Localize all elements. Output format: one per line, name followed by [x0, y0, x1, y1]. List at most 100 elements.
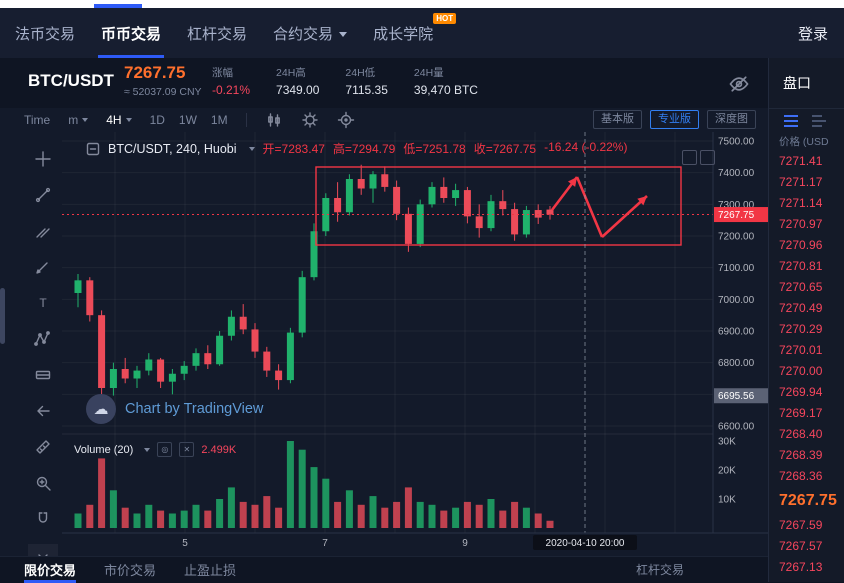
nav-item-币币交易[interactable]: 币币交易 — [98, 8, 164, 58]
svg-text:20K: 20K — [718, 466, 736, 477]
ask-row[interactable]: 7270.49 — [779, 301, 823, 315]
nav-item-合约交易[interactable]: 合约交易 — [270, 8, 350, 58]
orderbook-tab[interactable]: 盘口 — [769, 58, 844, 109]
minute-dropdown[interactable]: m — [68, 113, 89, 127]
mode-基本版[interactable]: 基本版 — [593, 110, 642, 129]
mode-深度图[interactable]: 深度图 — [707, 110, 756, 129]
stat-label: 24H低 — [345, 67, 376, 79]
svg-text:6900.00: 6900.00 — [718, 327, 755, 338]
stat-value: 7349.00 — [276, 83, 320, 97]
ask-row[interactable]: 7270.97 — [779, 217, 823, 231]
interval-1W[interactable]: 1W — [178, 113, 197, 127]
svg-text:7500.00: 7500.00 — [718, 137, 755, 148]
interval-buttons: 1D 1W 1M — [150, 113, 228, 127]
bottom-tabs: 限价交易 市价交易 止盈止损 — [24, 557, 236, 583]
ask-row[interactable]: 7270.81 — [779, 259, 823, 273]
xabcd-pattern-icon[interactable] — [30, 326, 56, 352]
chevron-down-icon — [125, 118, 132, 122]
order-type-tabs: 限价交易 市价交易 止盈止损 杠杆交易 — [0, 556, 768, 582]
ohlc-part-3: 收=7267.75 — [473, 142, 537, 156]
indicators-gear-icon[interactable] — [301, 111, 319, 129]
ask-row[interactable]: 7270.29 — [779, 322, 823, 336]
long-position-icon[interactable] — [30, 362, 56, 388]
scrollbar-thumb[interactable] — [0, 288, 5, 344]
bid-row[interactable]: 7267.13 — [779, 560, 823, 574]
hot-badge: HOT — [433, 13, 457, 24]
close-icon[interactable]: ✕ — [179, 442, 195, 457]
ask-row[interactable]: 7270.00 — [779, 364, 823, 378]
nav-items: 法币交易 币币交易 杠杆交易 合约交易 成长学院 HOT — [12, 8, 470, 58]
tab-市价交易[interactable]: 市价交易 — [104, 563, 157, 578]
pane-maximize-icon[interactable] — [682, 150, 697, 165]
orderbook-view-icons — [769, 109, 844, 133]
compare-target-icon[interactable] — [337, 111, 355, 129]
ask-row[interactable]: 7270.96 — [779, 238, 823, 252]
ask-row[interactable]: 7269.94 — [779, 385, 823, 399]
collapse-pane-icon[interactable] — [86, 142, 100, 156]
nav-item-法币交易[interactable]: 法币交易 — [12, 8, 78, 58]
tab-限价交易[interactable]: 限价交易 — [24, 557, 76, 583]
svg-text:5: 5 — [182, 538, 188, 549]
svg-text:30K: 30K — [718, 437, 736, 448]
bid-row[interactable]: 7267.57 — [779, 539, 823, 553]
volume-value: 2.499K — [201, 443, 237, 456]
interval-label: 4H — [106, 113, 122, 127]
ruler-icon[interactable] — [30, 434, 56, 460]
chart-toolbar: Time m 4H 1D 1W 1M 基本版 专业版 深度图 — [0, 108, 768, 132]
orderbook-combined-icon[interactable] — [783, 114, 799, 128]
chart-region: Time m 4H 1D 1W 1M 基本版 专业版 深度图 T 7500.00 7400… — [0, 108, 768, 570]
crosshair-icon[interactable] — [30, 146, 56, 172]
ask-row[interactable]: 7269.17 — [779, 406, 823, 420]
back-arrow-icon[interactable] — [30, 398, 56, 424]
interval-1D[interactable]: 1D — [149, 113, 165, 127]
bid-row[interactable]: 7267.59 — [779, 518, 823, 532]
stat-label: 24H量 — [413, 67, 444, 79]
ask-row[interactable]: 7268.36 — [779, 469, 823, 483]
chevron-down-icon — [144, 447, 151, 452]
ask-row[interactable]: 7268.40 — [779, 427, 823, 441]
tradingview-watermark: ☁ Chart by TradingView — [86, 394, 263, 424]
candle-chart-icon[interactable] — [265, 111, 283, 129]
interval-4h-dropdown[interactable]: 4H — [106, 113, 132, 127]
legend-symbol[interactable]: BTC/USDT, 240, Huobi — [108, 141, 237, 156]
ask-row[interactable]: 7271.17 — [779, 175, 823, 189]
margin-trade-link[interactable]: 杠杆交易 — [635, 563, 684, 577]
tab-止盈止损[interactable]: 止盈止损 — [184, 563, 237, 578]
ohlc-part-2: 低=7251.78 — [403, 142, 466, 156]
ohlc-part-4: -16.24 (-0.22%) — [544, 140, 628, 154]
ask-row[interactable]: 7270.65 — [779, 280, 823, 294]
pane-close-icon[interactable] — [700, 150, 715, 165]
eye-off-icon[interactable] — [728, 73, 750, 95]
stat-24H低: 24H低 7115.35 — [345, 65, 388, 97]
stat-24H量: 24H量 39,470 BTC — [414, 65, 478, 97]
svg-text:2020-04-10 20:00: 2020-04-10 20:00 — [546, 538, 625, 549]
orderbook-split-icon[interactable] — [811, 114, 827, 128]
svg-text:7200.00: 7200.00 — [718, 232, 755, 243]
trend-line-icon[interactable] — [30, 182, 56, 208]
zoom-in-icon[interactable] — [30, 470, 56, 496]
volume-label[interactable]: Volume (20) — [74, 443, 134, 456]
brush-icon[interactable] — [30, 254, 56, 280]
nav-item-label: 法币交易 — [15, 25, 76, 43]
pair-symbol: BTC/USDT — [28, 71, 114, 90]
interval-1M[interactable]: 1M — [210, 113, 228, 127]
parallel-channel-icon[interactable] — [30, 218, 56, 244]
stat-value: -0.21% — [212, 83, 251, 97]
ask-row[interactable]: 7271.14 — [779, 196, 823, 210]
mode-专业版[interactable]: 专业版 — [650, 110, 699, 129]
stat-value: 7115.35 — [345, 83, 388, 97]
svg-text:6800.00: 6800.00 — [718, 358, 755, 369]
nav-item-成长学院[interactable]: 成长学院 HOT — [370, 8, 457, 58]
ask-row[interactable]: 7270.01 — [779, 343, 823, 357]
candlestick-chart[interactable]: 7500.00 7400.00 7300.00 7200.00 7100.00 7000.… — [62, 132, 768, 556]
magnet-icon[interactable] — [30, 506, 56, 532]
eye-icon[interactable]: ◎ — [157, 442, 173, 457]
nav-item-杠杆交易[interactable]: 杠杆交易 — [184, 8, 250, 58]
stat-涨幅: 涨幅 -0.21% — [212, 65, 250, 97]
login-button[interactable]: 登录 — [797, 25, 828, 43]
orderbook-last-price[interactable]: 7267.75 — [779, 492, 837, 509]
ask-row[interactable]: 7271.41 — [779, 154, 823, 168]
svg-text:T: T — [39, 296, 47, 310]
text-tool-icon[interactable]: T — [30, 290, 56, 316]
ask-row[interactable]: 7268.39 — [779, 448, 823, 462]
